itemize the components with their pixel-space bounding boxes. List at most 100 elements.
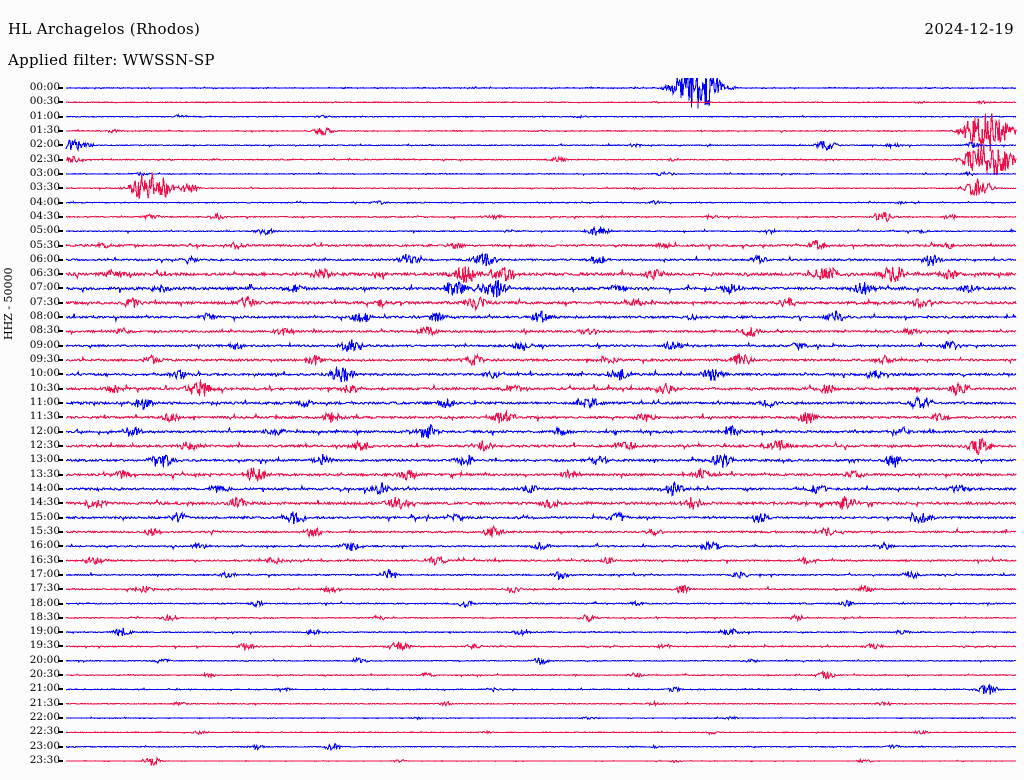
seismic-trace xyxy=(65,699,1017,708)
axis-tick xyxy=(58,230,63,233)
time-axis-label: 18:30 xyxy=(29,610,60,623)
seismic-trace xyxy=(65,715,1017,721)
seismic-trace xyxy=(65,139,1017,152)
time-axis-label: 23:30 xyxy=(29,754,60,767)
seismic-trace xyxy=(65,280,1017,298)
seismic-trace xyxy=(65,113,1016,119)
axis-tick xyxy=(58,258,63,261)
seismic-trace xyxy=(65,627,1017,637)
seismic-trace xyxy=(65,524,1017,539)
axis-tick xyxy=(58,344,63,347)
axis-tick xyxy=(58,215,63,218)
time-axis-label: 00:30 xyxy=(29,95,60,108)
axis-tick xyxy=(58,473,63,476)
time-axis-label: 14:30 xyxy=(29,496,60,509)
axis-tick xyxy=(58,101,63,104)
axis-tick xyxy=(58,559,63,562)
time-axis-label: 03:00 xyxy=(29,166,60,179)
time-axis-label: 20:00 xyxy=(29,653,60,666)
axis-tick xyxy=(58,502,63,505)
axis-tick xyxy=(58,573,63,576)
seismic-trace xyxy=(65,453,1017,468)
axis-tick xyxy=(58,659,63,662)
time-axis-label: 09:00 xyxy=(29,338,60,351)
seismic-trace xyxy=(65,641,1017,652)
seismic-trace xyxy=(65,379,1017,397)
seismic-trace xyxy=(65,78,1017,109)
seismic-trace xyxy=(65,555,1017,566)
seismic-trace xyxy=(65,756,1017,767)
time-axis-label: 18:00 xyxy=(29,596,60,609)
seismic-trace xyxy=(65,584,1017,595)
axis-tick xyxy=(58,731,63,734)
seismic-trace xyxy=(65,172,1017,199)
axis-tick xyxy=(58,87,63,89)
axis-tick xyxy=(58,287,63,290)
trace-canvas xyxy=(65,78,1017,767)
time-axis-label: 10:30 xyxy=(29,381,60,394)
seismic-trace xyxy=(65,113,1017,152)
time-axis-label: 08:00 xyxy=(29,310,60,323)
seismic-trace xyxy=(65,326,1017,338)
seismic-trace xyxy=(65,144,1017,176)
seismic-trace xyxy=(65,251,1017,267)
seismic-trace xyxy=(65,199,1017,206)
time-axis-label: 21:30 xyxy=(29,696,60,709)
seismic-trace xyxy=(65,339,1017,353)
seismic-trace xyxy=(65,742,1017,752)
seismic-trace xyxy=(65,395,1017,411)
time-axis-label: 02:00 xyxy=(29,138,60,151)
axis-tick xyxy=(58,273,63,276)
axis-tick xyxy=(58,416,63,419)
axis-tick xyxy=(58,144,63,147)
time-axis-label: 17:30 xyxy=(29,582,60,595)
time-axis-label: 20:30 xyxy=(29,668,60,681)
seismic-trace xyxy=(65,599,1017,609)
time-axis-label: 05:30 xyxy=(29,238,60,251)
seismic-trace xyxy=(65,656,1016,666)
seismic-trace xyxy=(65,729,1017,736)
axis-tick xyxy=(58,717,63,720)
axis-tick xyxy=(58,745,63,748)
time-axis-label: 17:00 xyxy=(29,567,60,580)
time-axis-label: 13:00 xyxy=(29,453,60,466)
seismic-trace xyxy=(65,295,1017,313)
time-axis-label: 09:30 xyxy=(29,353,60,366)
time-axis-label: 07:00 xyxy=(29,281,60,294)
axis-tick xyxy=(58,516,63,519)
seismic-trace xyxy=(65,540,1017,552)
axis-tick xyxy=(58,115,63,118)
axis-tick xyxy=(58,430,63,433)
axis-tick xyxy=(58,201,63,204)
axis-tick xyxy=(58,545,63,548)
axis-tick xyxy=(58,760,63,763)
axis-tick xyxy=(58,445,63,447)
axis-tick xyxy=(58,588,63,591)
time-axis-label: 22:30 xyxy=(29,725,60,738)
time-axis-label: 03:30 xyxy=(29,181,60,194)
axis-tick xyxy=(58,487,63,490)
axis-tick xyxy=(58,530,63,533)
axis-tick xyxy=(58,702,63,705)
seismic-trace xyxy=(65,495,1017,511)
axis-tick xyxy=(58,373,63,376)
time-axis-label: 00:00 xyxy=(29,81,60,93)
axis-tick xyxy=(58,301,63,304)
time-axis-label: 15:00 xyxy=(29,510,60,523)
seismic-trace xyxy=(65,239,1017,251)
seismic-trace xyxy=(65,670,1017,680)
time-axis-label: 06:30 xyxy=(29,267,60,280)
axis-tick xyxy=(58,244,63,247)
time-axis-label: 08:30 xyxy=(29,324,60,337)
axis-tick xyxy=(58,359,63,362)
seismic-trace xyxy=(65,170,1017,177)
seismogram-plot: 00:00 00:30 01:00 01:30 02:00 02:30 03:00 03:30… xyxy=(0,78,1024,778)
time-axis-label: 13:30 xyxy=(29,467,60,480)
time-axis-label: 01:30 xyxy=(29,123,60,136)
time-axis-label: 11:00 xyxy=(29,396,60,409)
time-axis-label: 19:00 xyxy=(29,625,60,638)
time-axis-label: 10:00 xyxy=(29,367,60,380)
seismic-trace xyxy=(65,99,1017,106)
time-axis-label: 12:00 xyxy=(29,424,60,437)
time-axis-label: 12:30 xyxy=(29,439,60,451)
